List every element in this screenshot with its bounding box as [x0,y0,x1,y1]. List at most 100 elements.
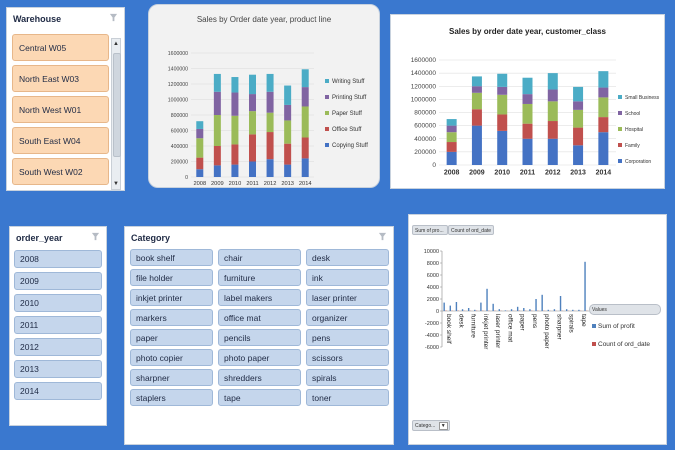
category-item[interactable]: markers [130,309,213,326]
values-field-button[interactable]: Values [589,304,661,315]
bar [510,309,513,311]
bar-segment [231,144,239,165]
y-tick-label: 1600000 [411,57,437,64]
bar-segment [446,142,457,152]
chart-product-line-plot: 0 200000 400000 600000 800000 1000000 1200000 1… [168,51,368,187]
category-item[interactable]: label makers [218,289,301,306]
year-item-2011[interactable]: 2011 [14,316,102,334]
legend-label: School [625,111,640,117]
x-tick-label: 2009 [211,181,224,187]
category-item[interactable]: tape [218,389,301,406]
y-tick-label: -4000 [425,333,439,339]
bar [461,309,464,311]
category-item[interactable]: sharpner [130,369,213,386]
scroll-thumb[interactable] [113,53,121,157]
category-item[interactable]: file holder [130,269,213,286]
category-item[interactable]: chair [218,249,301,266]
order-year-items: 2008 2009 2010 2011 2012 2013 2014 [14,250,102,404]
x-tick-label: 2011 [246,181,258,187]
legend-swatch [325,127,329,131]
year-item-2010[interactable]: 2010 [14,294,102,312]
warehouse-item-north-west[interactable]: North West W01 [12,96,109,123]
clear-filter-icon[interactable] [91,232,100,241]
category-field-button[interactable]: Catego... ▼ [412,420,450,431]
bar [529,309,531,311]
y-tick-label: 2000 [427,297,439,303]
year-item-2009[interactable]: 2009 [14,272,102,290]
bar-segment [231,92,239,116]
category-item[interactable]: pens [306,329,389,346]
warehouse-item-north-east[interactable]: North East W03 [12,65,109,92]
bar-segment [573,109,584,128]
bar [584,261,586,311]
warehouse-item-central[interactable]: Central W05 [12,34,109,61]
clear-filter-icon[interactable] [378,232,387,241]
year-item-2013[interactable]: 2013 [14,360,102,378]
y-tick-label: 8000 [427,261,439,267]
category-item[interactable]: scissors [306,349,389,366]
chart-customer-class[interactable]: Sales by order date year, customer_class… [390,14,665,189]
bar-segment [284,104,292,121]
category-item[interactable]: paper [130,329,213,346]
warehouse-item-south-east[interactable]: South East W04 [12,127,109,154]
bar-segment [231,77,239,93]
category-item[interactable]: photo paper [218,349,301,366]
category-item[interactable]: ink [306,269,389,286]
y-tick-label: 6000 [427,273,439,279]
scroll-down-icon[interactable]: ▼ [113,181,119,187]
category-item[interactable]: laser printer [306,289,389,306]
bar-segment [446,132,457,143]
warehouse-scrollbar[interactable]: ▲ ▼ [111,38,121,190]
legend-swatch [325,95,329,99]
legend-label: Corporation [625,159,651,165]
y-tick-label: 10000 [424,249,439,255]
category-item[interactable]: organizer [306,309,389,326]
warehouse-items: Central W05 North East W03 North West W0… [12,34,109,189]
bar-segment [213,146,221,166]
y-tick-label: 1000000 [168,98,188,104]
year-item-2014[interactable]: 2014 [14,382,102,400]
bar-segment [249,111,256,135]
category-item[interactable]: inkjet printer [130,289,213,306]
category-item[interactable]: furniture [218,269,301,286]
y-tick-label: 0 [432,162,436,169]
bar-segment [196,121,204,129]
year-item-2012[interactable]: 2012 [14,338,102,356]
clear-filter-icon[interactable] [109,13,118,22]
count-of-ord-date-field-button[interactable]: Count of ord_date [448,225,494,235]
category-item[interactable]: book shelf [130,249,213,266]
legend-swatch [618,143,622,147]
x-tick-label: 2010 [229,181,242,187]
bar-segment [497,86,508,95]
category-item[interactable]: pencils [218,329,301,346]
category-item[interactable]: spirals [306,369,389,386]
bar [578,309,580,311]
category-item[interactable]: shredders [218,369,301,386]
bar-segment [598,97,609,118]
sum-of-profit-field-button[interactable]: Sum of pro... [412,225,448,235]
category-item[interactable]: office mat [218,309,301,326]
bar-segment [573,86,584,102]
warehouse-slicer: Warehouse Central W05 North East W03 Nor… [6,7,125,191]
y-tick-label: 1600000 [168,51,188,57]
bar-segment [213,73,221,92]
x-tick-label: spirals [568,314,575,334]
scroll-up-icon[interactable]: ▲ [113,41,119,47]
bar-segment [284,85,292,105]
legend-label: Small Business [625,95,660,101]
warehouse-slicer-title: Warehouse [7,8,124,24]
warehouse-item-south-west[interactable]: South West W02 [12,158,109,185]
y-tick-label: 1000000 [411,96,437,103]
category-item[interactable]: desk [306,249,389,266]
legend-swatch [592,324,596,328]
category-item[interactable]: staplers [130,389,213,406]
bar-segment [547,138,558,165]
chart-product-line[interactable]: Sales by Order date year, product line 0… [148,4,380,188]
pivot-chart-profit[interactable]: -6000 -4000 -2000 0 2000 4000 6000 8000 10000 boo… [408,214,667,445]
legend-swatch [325,79,329,83]
year-item-2008[interactable]: 2008 [14,250,102,268]
category-item[interactable]: toner [306,389,389,406]
bar-segment [249,134,256,162]
y-tick-label: 0 [436,309,439,315]
category-item[interactable]: photo copier [130,349,213,366]
